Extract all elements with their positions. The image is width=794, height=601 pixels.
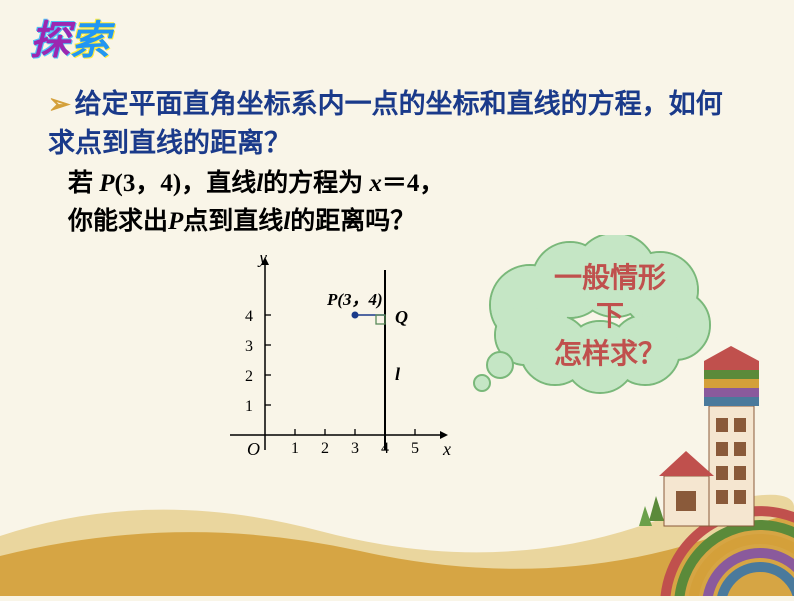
svg-text:x: x — [442, 439, 451, 459]
title-char-1: 探 — [30, 18, 70, 63]
coordinate-chart: 123451234yxOP(3，4)Ql — [215, 255, 475, 475]
svg-text:3: 3 — [245, 338, 253, 355]
example-line-1: 若 P(3，4)，直线l的方程为 x＝4， — [68, 165, 444, 203]
bullet-icon: ➢ — [48, 89, 71, 119]
svg-text:1: 1 — [291, 440, 299, 457]
thought-text: 一般情形 下 怎样求？ — [520, 260, 700, 373]
svg-text:5: 5 — [411, 440, 419, 457]
slide-title: 探索 — [30, 8, 110, 66]
svg-text:l: l — [395, 364, 400, 384]
svg-text:2: 2 — [321, 440, 329, 457]
svg-text:1: 1 — [245, 398, 253, 415]
example-line-2: 你能求出P点到直线l的距离吗？ — [68, 203, 444, 241]
building-decoration — [634, 346, 774, 546]
main-question: ➢给定平面直角坐标系内一点的坐标和直线的方程，如何求点到直线的距离？ — [48, 85, 748, 163]
svg-text:4: 4 — [245, 308, 253, 325]
title-char-2: 索 — [70, 18, 110, 63]
svg-text:2: 2 — [245, 368, 253, 385]
svg-text:y: y — [257, 255, 267, 267]
main-question-text: 给定平面直角坐标系内一点的坐标和直线的方程，如何求点到直线的距离？ — [48, 89, 723, 158]
building-svg — [634, 346, 774, 546]
svg-text:O: O — [247, 439, 260, 459]
thought-bubble: 一般情形 下 怎样求？ — [460, 235, 720, 395]
svg-text:P(3，4): P(3，4) — [326, 290, 383, 309]
svg-text:3: 3 — [351, 440, 359, 457]
svg-text:Q: Q — [395, 307, 408, 327]
chart-svg: 123451234yxOP(3，4)Ql — [215, 255, 475, 475]
example-block: 若 P(3，4)，直线l的方程为 x＝4， 你能求出P点到直线l的距离吗？ — [68, 165, 444, 240]
